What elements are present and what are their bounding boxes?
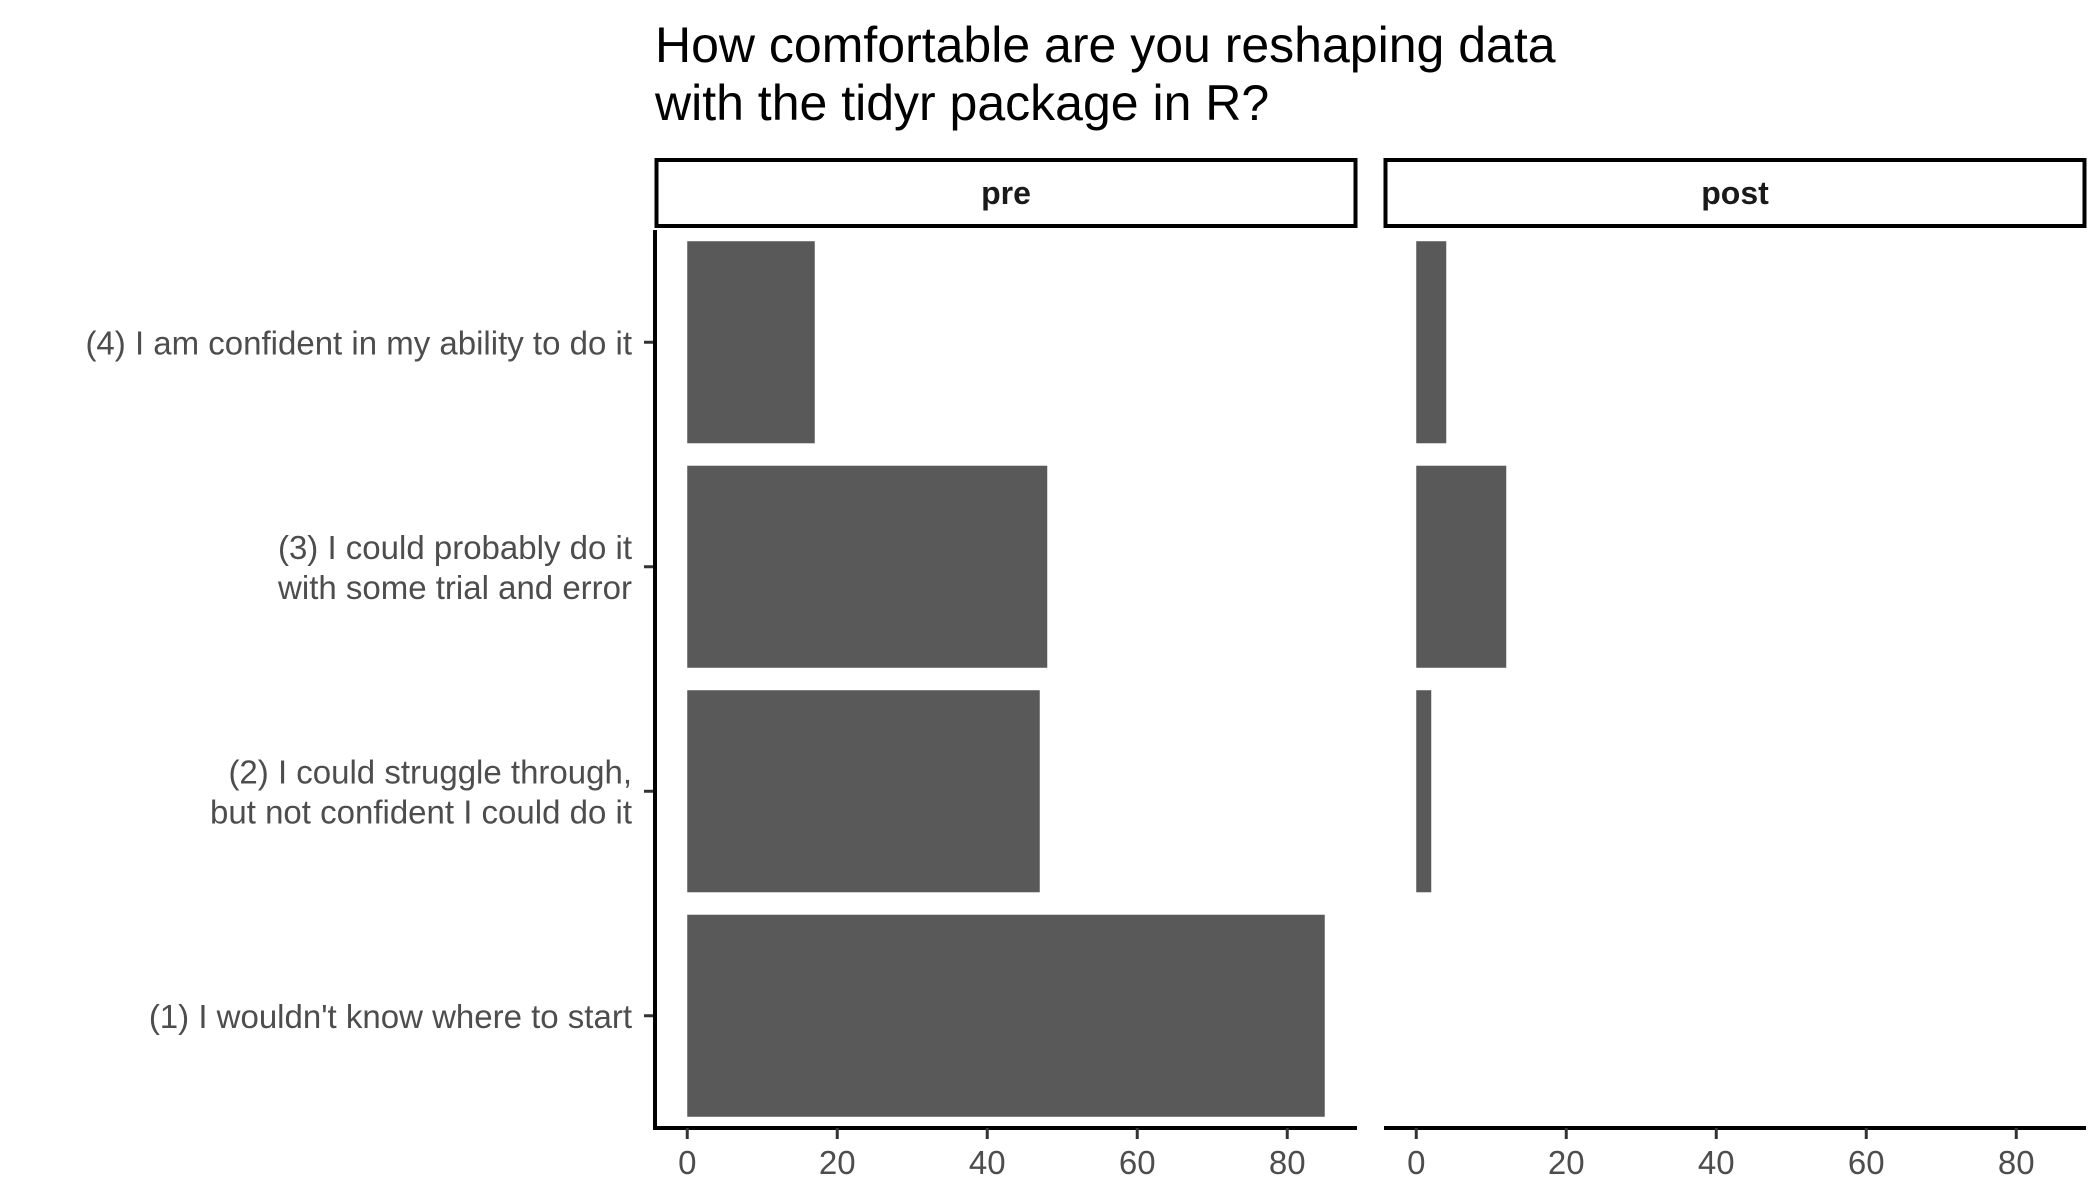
bar [687, 690, 1040, 893]
y-tick-label-line: (1) I wouldn't know where to start [149, 998, 632, 1035]
facet-post: post 0 20 40 60 80 [1383, 158, 2087, 1181]
facet-pre: pre 0 20 40 60 80 [653, 158, 1358, 1181]
y-tick-label-line: (4) I am confident in my ability to do i… [85, 324, 632, 361]
x-tick-label: 20 [1548, 1144, 1585, 1181]
x-tick-label: 40 [969, 1144, 1006, 1181]
chart-title-line-1: How comfortable are you reshaping data [655, 17, 1556, 73]
y-tick-label: (2) I could struggle through, but not con… [210, 753, 632, 830]
category-labels: (4) I am confident in my ability to do i… [85, 324, 655, 1035]
bar [1416, 241, 1447, 444]
x-tick-label: 0 [678, 1144, 696, 1181]
facet-strip-label: post [1701, 175, 1769, 211]
chart-title-line-2: with the tidyr package in R? [654, 75, 1269, 131]
y-tick-label-line: (2) I could struggle through, [228, 753, 632, 790]
x-tick-label: 20 [819, 1144, 856, 1181]
bar [687, 241, 815, 444]
bar [1416, 690, 1432, 893]
facet-strip-label: pre [981, 175, 1031, 211]
bar [1416, 465, 1507, 668]
x-tick-label: 60 [1848, 1144, 1885, 1181]
chart-title: How comfortable are you reshaping data w… [654, 17, 1569, 131]
x-tick-label: 80 [1998, 1144, 2035, 1181]
y-tick-label: (3) I could probably do it with some tria… [277, 529, 632, 606]
facet-strip [654, 158, 1358, 228]
bar [687, 914, 1325, 1117]
facet-panels: pre 0 20 40 60 80 post 0 20 40 60 80 [653, 158, 2087, 1181]
bar [687, 465, 1048, 668]
x-tick-label: 60 [1119, 1144, 1156, 1181]
y-tick-label: (4) I am confident in my ability to do i… [85, 324, 632, 361]
x-tick-label: 40 [1698, 1144, 1735, 1181]
facet-strip [1383, 158, 2087, 228]
x-tick-label: 0 [1407, 1144, 1425, 1181]
y-tick-label-line: with some trial and error [277, 569, 632, 606]
y-tick-label-line: but not confident I could do it [210, 793, 632, 830]
y-tick-label: (1) I wouldn't know where to start [149, 998, 632, 1035]
y-tick-label-line: (3) I could probably do it [278, 529, 632, 566]
x-tick-label: 80 [1269, 1144, 1306, 1181]
